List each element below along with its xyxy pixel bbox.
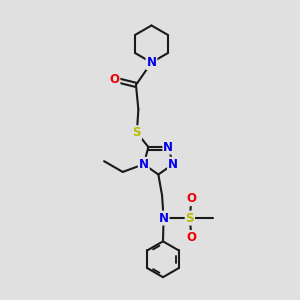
Text: N: N [139, 158, 149, 171]
Text: O: O [186, 192, 197, 205]
Text: N: N [146, 56, 157, 69]
Text: S: S [186, 212, 194, 225]
Text: N: N [168, 158, 178, 171]
Text: N: N [163, 141, 173, 154]
Text: O: O [186, 231, 197, 244]
Text: N: N [159, 212, 169, 225]
Text: S: S [133, 126, 141, 139]
Text: O: O [110, 73, 119, 86]
